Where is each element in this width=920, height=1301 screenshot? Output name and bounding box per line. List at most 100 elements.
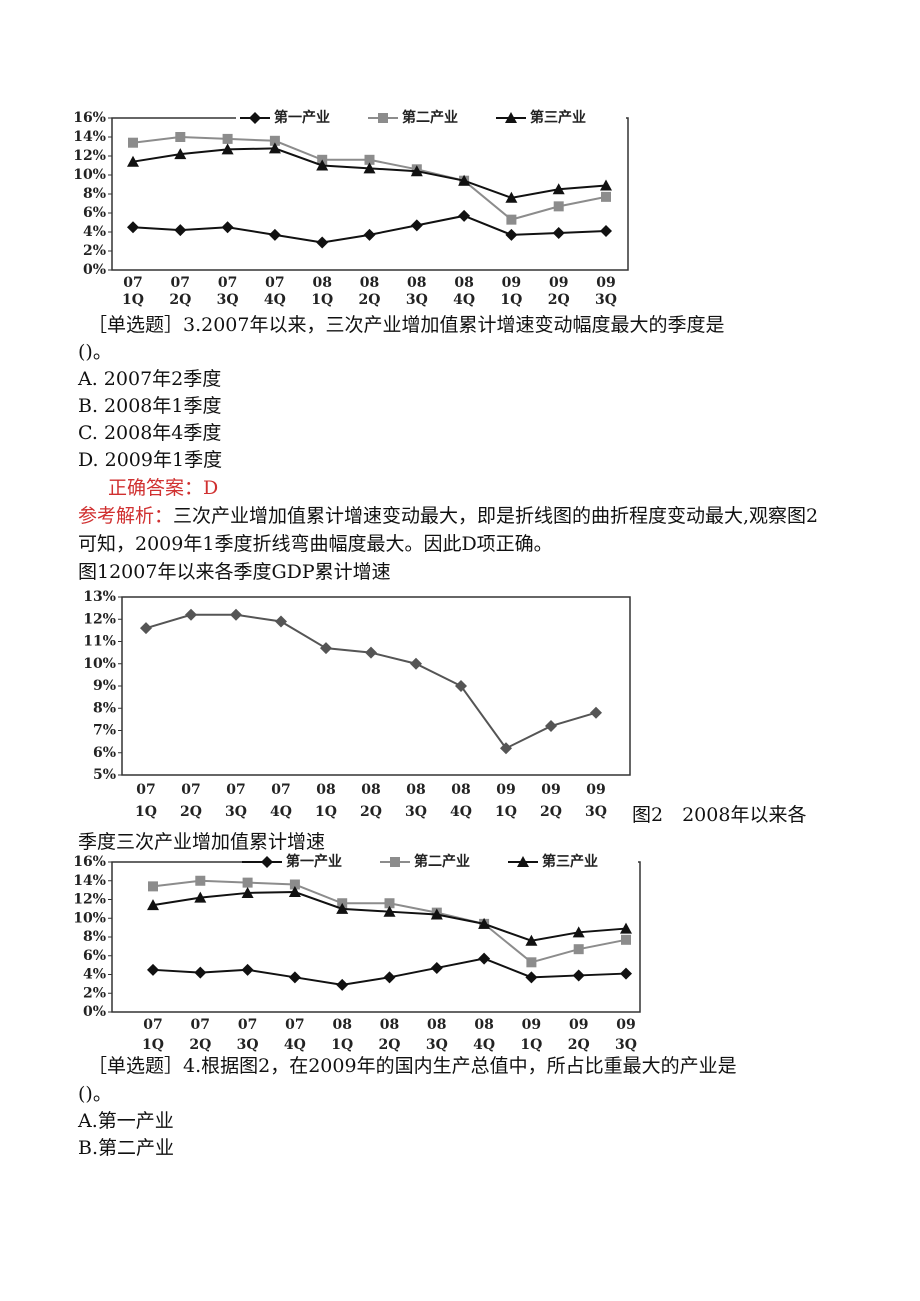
- marker: [364, 154, 375, 165]
- marker: [127, 155, 139, 167]
- x-tick-label: 07: [285, 1017, 304, 1033]
- x-tick-label: 2Q: [360, 804, 382, 820]
- series-line: [132, 135, 607, 221]
- legend-label: 第二产业: [402, 109, 458, 126]
- marker: [552, 226, 565, 239]
- marker: [384, 898, 395, 909]
- x-tick-label: 08: [406, 782, 425, 798]
- y-tick-label: 8%: [83, 186, 106, 202]
- x-tick-label: 07: [171, 275, 190, 291]
- x-tick-label: 1Q: [331, 1037, 353, 1053]
- y-tick-label: 14%: [73, 129, 106, 145]
- figure-caption: 季度三次产业增加值累计增速: [78, 831, 326, 853]
- marker: [572, 969, 585, 982]
- marker: [517, 856, 529, 867]
- y-tick-label: 12%: [73, 892, 106, 908]
- marker: [620, 967, 632, 980]
- marker: [320, 642, 332, 655]
- x-tick-label: 07: [136, 782, 155, 798]
- marker: [221, 221, 234, 234]
- x-tick-label: 2Q: [540, 804, 562, 820]
- marker: [458, 174, 471, 186]
- analysis-label: 参考解析：: [78, 505, 174, 527]
- x-tick-label: 07: [143, 1017, 162, 1033]
- y-tick-label: 16%: [73, 110, 106, 126]
- x-tick-label: 08: [407, 275, 426, 291]
- y-tick-label: 6%: [93, 745, 116, 761]
- x-tick-label: 07: [226, 782, 245, 798]
- marker: [505, 191, 518, 203]
- x-tick-label: 4Q: [264, 292, 286, 308]
- y-tick-label: 2%: [83, 243, 106, 259]
- marker: [378, 113, 388, 123]
- x-tick-label: 09: [502, 275, 521, 291]
- x-tick-label: 1Q: [311, 292, 333, 308]
- question-blank: ()。: [78, 1083, 112, 1105]
- x-tick-label: 1Q: [495, 804, 517, 820]
- x-tick-label: 3Q: [237, 1037, 259, 1053]
- y-tick-label: 10%: [73, 167, 106, 183]
- x-tick-label: 08: [316, 782, 335, 798]
- x-tick-label: 1Q: [122, 292, 144, 308]
- x-tick-label: 09: [522, 1017, 541, 1033]
- x-tick-label: 09: [496, 782, 515, 798]
- legend-label: 第三产业: [542, 853, 598, 870]
- marker: [222, 133, 233, 144]
- series-line: [145, 613, 597, 750]
- marker: [147, 963, 159, 976]
- y-tick-label: 6%: [83, 948, 106, 964]
- marker: [525, 971, 538, 984]
- figure-caption: 图12007年以来各季度GDP累计增速: [78, 561, 391, 583]
- y-tick-label: 14%: [73, 873, 106, 889]
- marker: [601, 191, 611, 202]
- x-tick-label: 2Q: [359, 292, 381, 308]
- x-tick-label: 3Q: [225, 804, 247, 820]
- marker: [458, 209, 471, 222]
- question-blank: ()。: [78, 341, 112, 363]
- marker: [148, 881, 158, 892]
- marker: [147, 899, 159, 911]
- legend-label: 第一产业: [286, 853, 342, 870]
- x-tick-label: 08: [312, 275, 331, 291]
- y-tick-label: 12%: [83, 611, 116, 627]
- marker: [242, 877, 253, 888]
- option: D. 2009年1季度: [78, 449, 223, 471]
- marker: [500, 742, 512, 755]
- option: C. 2008年4季度: [78, 422, 222, 444]
- legend-label: 第三产业: [530, 109, 586, 126]
- y-tick-label: 0%: [83, 1004, 106, 1020]
- marker: [478, 917, 491, 929]
- marker: [455, 680, 467, 692]
- y-tick-label: 7%: [93, 723, 116, 739]
- y-tick-label: 11%: [83, 634, 116, 650]
- x-tick-label: 3Q: [585, 804, 607, 820]
- marker: [261, 856, 273, 868]
- marker: [128, 137, 138, 148]
- x-tick-label: 09: [596, 275, 615, 291]
- marker: [506, 214, 517, 225]
- option: B.第二产业: [78, 1137, 175, 1159]
- x-tick-label: 08: [380, 1017, 399, 1033]
- x-tick-label: 2Q: [169, 292, 191, 308]
- x-tick-label: 1Q: [315, 804, 337, 820]
- marker: [288, 886, 301, 897]
- marker: [230, 608, 242, 621]
- x-tick-label: 3Q: [595, 292, 617, 308]
- y-tick-label: 8%: [83, 929, 106, 945]
- option: B. 2008年1季度: [78, 395, 222, 417]
- marker: [390, 857, 400, 867]
- x-tick-label: 07: [191, 1017, 210, 1033]
- marker: [194, 891, 207, 903]
- marker: [221, 143, 234, 155]
- x-tick-label: 3Q: [426, 1037, 448, 1053]
- x-tick-label: 2Q: [548, 292, 570, 308]
- marker: [174, 224, 187, 237]
- x-tick-label: 09: [569, 1017, 588, 1033]
- x-tick-label: 4Q: [453, 292, 475, 308]
- y-tick-label: 9%: [93, 678, 116, 694]
- legend-label: 第二产业: [414, 853, 470, 870]
- marker: [620, 922, 632, 934]
- x-tick-label: 4Q: [270, 804, 292, 820]
